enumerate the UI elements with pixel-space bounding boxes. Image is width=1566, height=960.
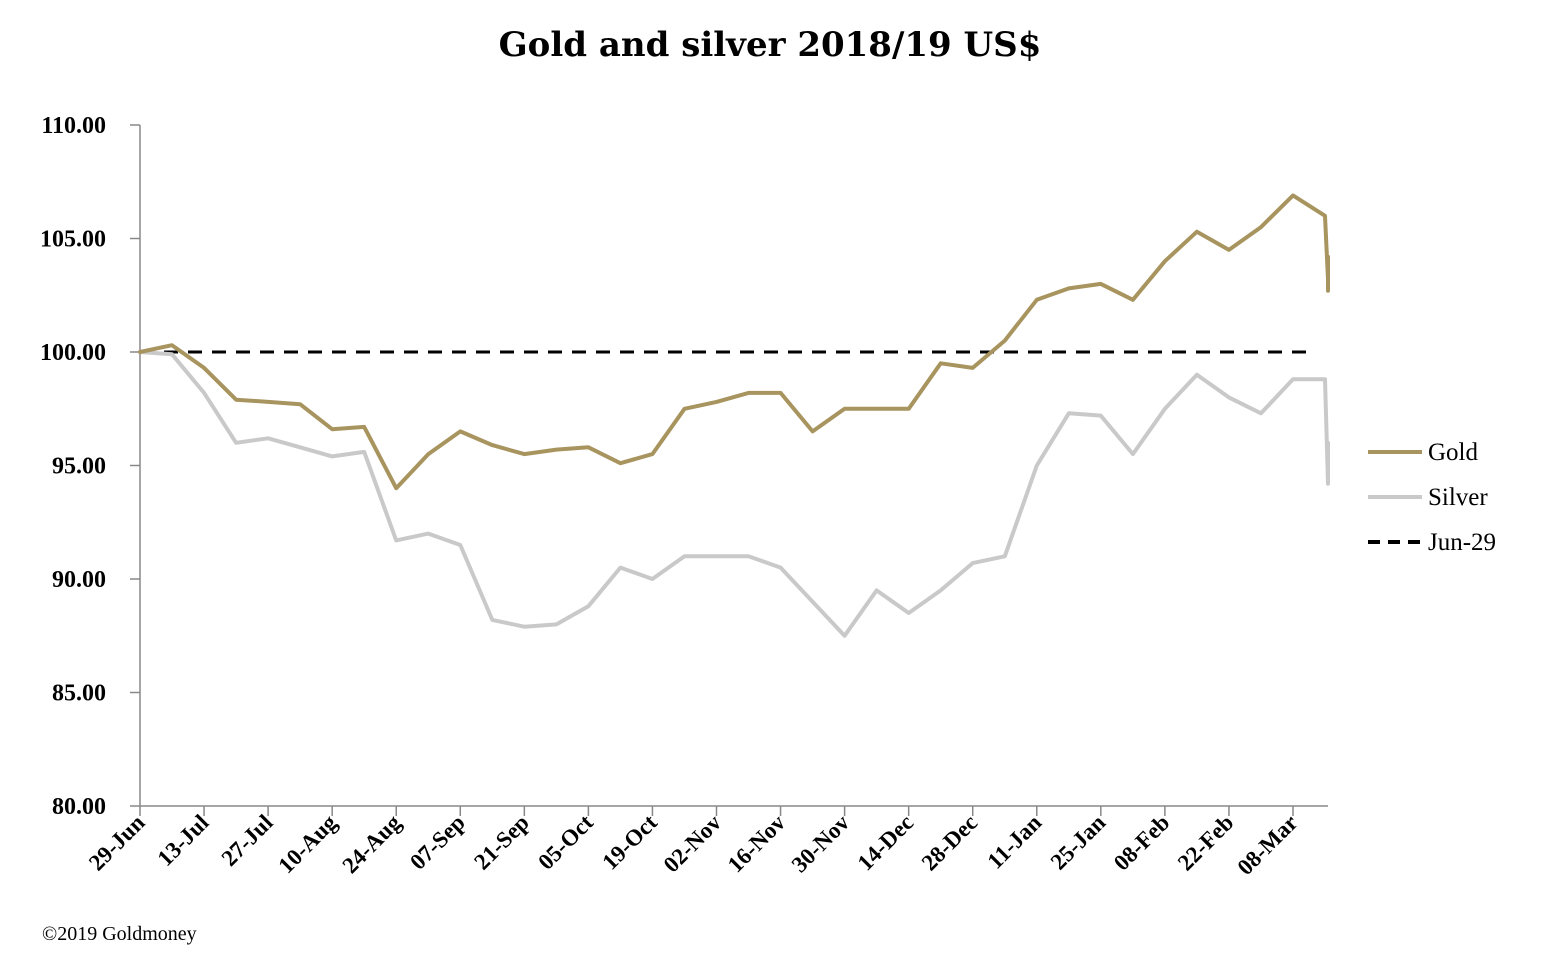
x-tick-label: 19-Oct — [597, 810, 662, 875]
x-tick-label: 11-Jan — [983, 810, 1047, 874]
x-tick-label: 14-Dec — [853, 810, 919, 876]
x-tick-label: 05-Oct — [533, 810, 598, 875]
series-line-silver — [138, 350, 1330, 638]
x-tick-label: 27-Jul — [217, 810, 278, 871]
legend: Gold Silver Jun-29 — [1368, 439, 1496, 556]
x-tick-label: 16-Nov — [723, 810, 791, 878]
copyright-text: ©2019 Goldmoney — [42, 923, 197, 945]
x-tick-label: 22-Feb — [1173, 810, 1239, 876]
y-tick-label: 110.00 — [41, 113, 106, 139]
x-tick-label: 07-Sep — [405, 810, 470, 875]
y-tick-label: 85.00 — [52, 681, 106, 707]
x-tick-label: 13-Jul — [153, 810, 214, 871]
y-tick-label: 80.00 — [52, 794, 106, 820]
x-tick-label: 21-Sep — [469, 810, 534, 875]
series-lines — [138, 193, 1330, 638]
x-tick-label: 10-Aug — [273, 810, 342, 879]
x-tick-label: 02-Nov — [659, 810, 727, 878]
series-line-gold — [138, 193, 1330, 491]
x-tick-label: 30-Nov — [787, 810, 855, 878]
y-tick-label: 90.00 — [52, 567, 106, 593]
x-tick-label: 25-Jan — [1046, 810, 1111, 875]
x-tick-label: 08-Mar — [1232, 810, 1302, 880]
chart-title: Gold and silver 2018/19 US$ — [499, 25, 1042, 65]
y-tick-label: 95.00 — [52, 454, 106, 480]
x-tick-label: 24-Aug — [337, 810, 406, 879]
x-tick-label: 28-Dec — [917, 810, 983, 876]
legend-label-jun-29: Jun-29 — [1428, 529, 1496, 556]
y-axis-ticks: 80.00 85.00 90.00 95.00 100.00 105.00 110.00 — [40, 113, 140, 820]
axes — [139, 125, 1328, 807]
x-tick-label: 08-Feb — [1109, 810, 1175, 876]
y-tick-label: 105.00 — [40, 227, 106, 253]
y-tick-label: 100.00 — [40, 340, 106, 366]
legend-label-silver: Silver — [1428, 484, 1488, 511]
legend-label-gold: Gold — [1428, 439, 1479, 466]
